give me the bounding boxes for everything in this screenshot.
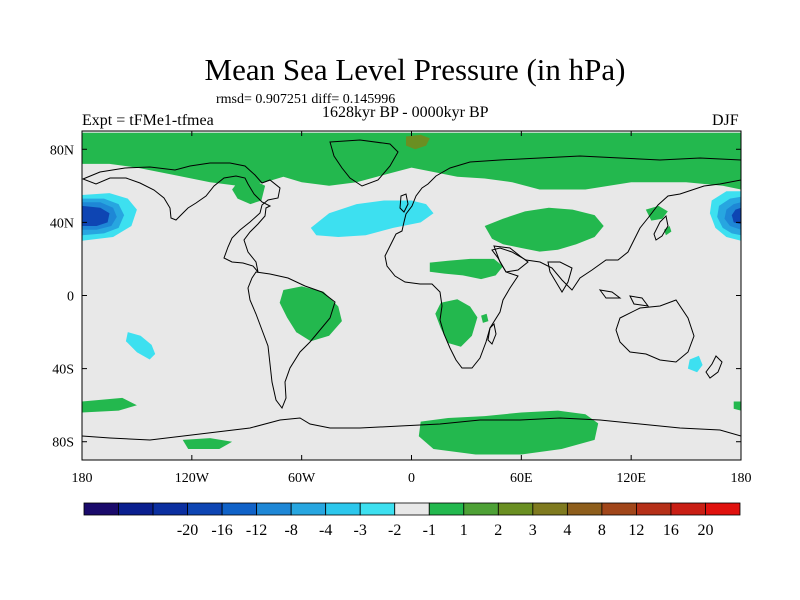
y-tick-label: 80N (50, 143, 74, 158)
colorbar-swatch (221, 502, 258, 516)
colorbar-label: -3 (354, 522, 367, 539)
region-madagascar-high (481, 313, 489, 323)
map-background (82, 131, 741, 460)
x-tick-label: 180 (731, 471, 752, 486)
colorbar-label: -4 (319, 522, 332, 539)
colorbar-swatch (670, 502, 706, 516)
chart-period: 1628kyr BP - 0000kyr BP (322, 104, 489, 121)
anomaly-regions (82, 132, 741, 455)
colorbar-swatch (187, 502, 223, 516)
region-tasman-low (687, 355, 703, 373)
region-ross-high (182, 438, 233, 449)
experiment-label: Expt = tFMe1-tfmea (82, 112, 214, 129)
chart-subtitle: rmsd= 0.907251 diff= 0.145996 (216, 92, 396, 107)
region-japan-high (664, 226, 672, 236)
region-south-pacific-east-high (733, 401, 741, 411)
x-tick-label: 120E (616, 471, 646, 486)
region-asian-high (484, 207, 604, 252)
y-tick-label: 40S (52, 363, 74, 378)
season-label: DJF (712, 112, 739, 129)
axes: 180 120W 60W 0 60E 120E 180 80N 40N 0 40S 80S (50, 131, 752, 486)
region-north-pacific-low-east (731, 207, 741, 225)
colorbar-label: -8 (285, 522, 298, 539)
colorbar-label: 3 (529, 522, 537, 539)
colorbar-swatch (601, 502, 637, 516)
x-tick-label: 60W (288, 471, 316, 486)
colorbar-swatch (325, 502, 361, 516)
colorbar-swatch (497, 502, 534, 516)
chart-title: Mean Sea Level Pressure (in hPa) (204, 52, 626, 87)
colorbar-label: -16 (211, 522, 232, 539)
colorbar-swatch (463, 502, 499, 516)
y-tick-label: 80S (52, 436, 74, 451)
y-tick-label: 0 (67, 290, 74, 305)
region-north-atlantic-low (310, 200, 434, 237)
colorbar-label: -2 (388, 522, 401, 539)
region-east-asia-high (645, 205, 668, 221)
colorbar-swatch (118, 502, 154, 516)
colorbar-swatch (394, 502, 430, 516)
region-south-america-high (279, 286, 342, 342)
colorbar-swatch (152, 502, 188, 516)
region-arctic-high (82, 132, 741, 190)
colorbar-label: 4 (563, 522, 571, 539)
colorbar: -20 -16 -12 -8 -4 -3 -2 -1 1 2 3 4 8 12 16 20 (83, 502, 741, 539)
coastlines (82, 139, 741, 441)
colorbar-label: 16 (663, 522, 679, 539)
x-tick-label: 0 (408, 471, 415, 486)
colorbar-swatch (290, 502, 327, 516)
colorbar-swatch (705, 502, 741, 516)
colorbar-label: -20 (177, 522, 198, 539)
colorbar-label: 1 (460, 522, 468, 539)
colorbar-label: 12 (628, 522, 644, 539)
x-tick-label: 180 (72, 471, 93, 486)
region-hudson-high (232, 178, 266, 205)
colorbar-label: 8 (598, 522, 606, 539)
colorbar-label: 20 (698, 522, 714, 539)
colorbar-swatch (256, 502, 292, 516)
colorbar-swatch (83, 502, 119, 516)
colorbar-swatch (359, 502, 396, 516)
colorbar-swatch (532, 502, 568, 516)
region-greenland-high (406, 134, 430, 150)
colorbar-label: 2 (494, 522, 502, 539)
x-tick-label: 120W (175, 471, 210, 486)
colorbar-label: -12 (246, 522, 267, 539)
colorbar-label: -1 (423, 522, 436, 539)
region-south-pacific-low (125, 332, 156, 360)
colorbar-swatch (566, 502, 603, 516)
region-north-pacific-low-west (82, 205, 110, 226)
y-tick-label: 40N (50, 216, 74, 231)
region-south-atlantic-high (82, 397, 137, 413)
region-africa-south-high (435, 299, 478, 347)
colorbar-swatch (636, 502, 672, 516)
x-tick-label: 60E (510, 471, 533, 486)
colorbar-swatch (428, 502, 465, 516)
region-africa-north-high (429, 258, 503, 280)
